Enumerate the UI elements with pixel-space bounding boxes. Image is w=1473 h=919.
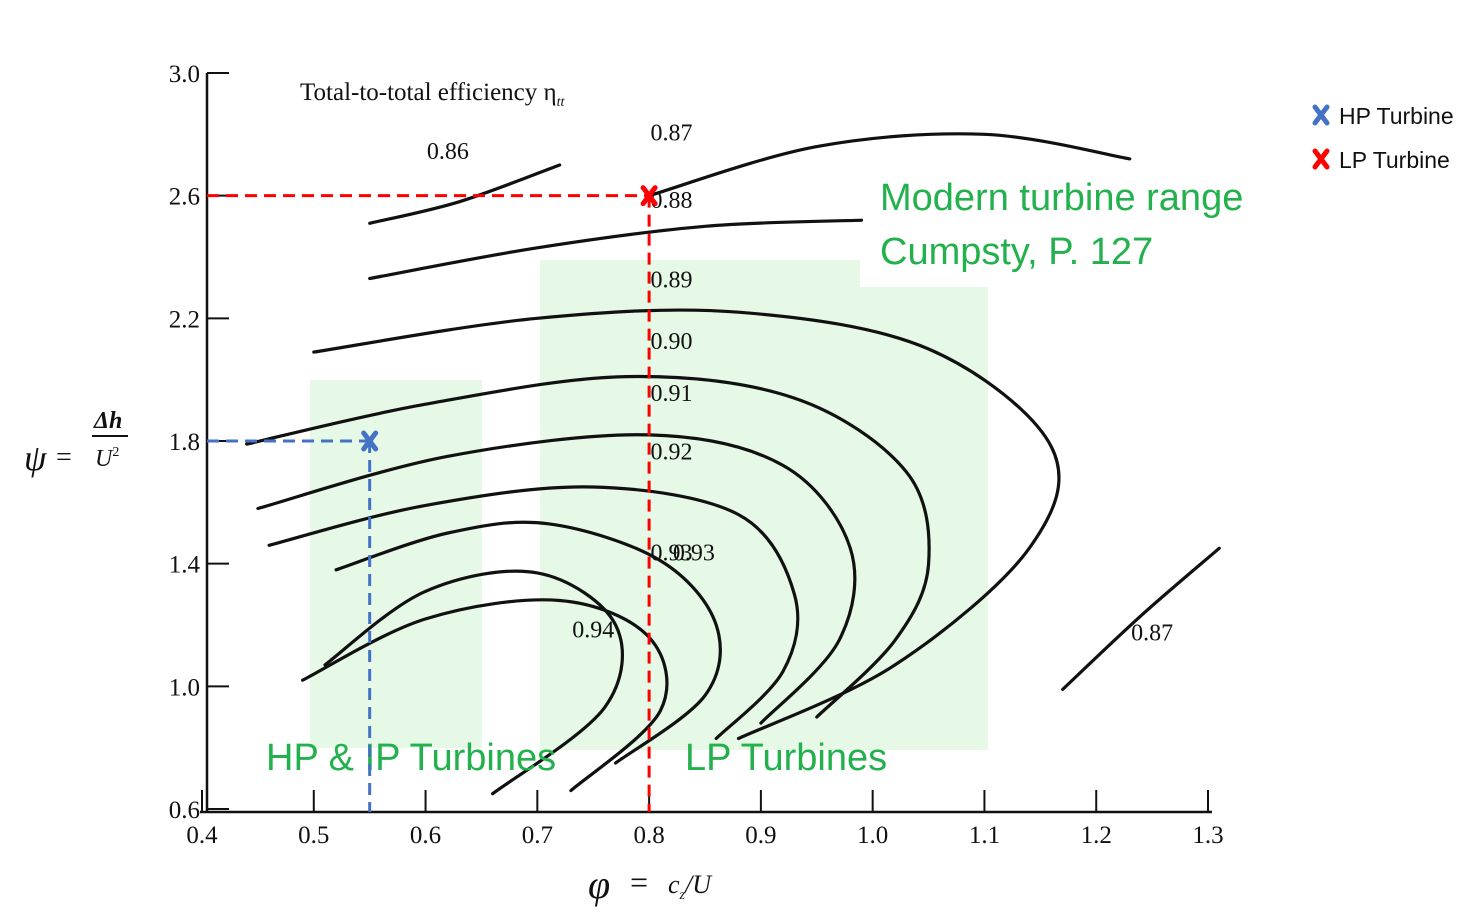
annotation-line-1: Modern turbine range [880, 177, 1243, 219]
legend: HP Turbine LP Turbine [1312, 103, 1454, 173]
contour-line [1061, 546, 1221, 691]
x-tick-label: 1.1 [969, 822, 1000, 849]
contour-line [267, 485, 800, 741]
hp-ip-region [310, 380, 482, 748]
y-ticks: 3.0 2.6 2.2 1.8 1.4 1.0 0.6 [169, 61, 229, 824]
y-label-denominator: U2 [95, 445, 119, 472]
contour-label: 0.86 [427, 139, 469, 165]
efficiency-contours [245, 132, 1221, 796]
design-point-guides [207, 194, 651, 812]
lp-marker-icon [1312, 148, 1330, 170]
x-tick-label: 1.2 [1081, 822, 1112, 849]
contour-labels: 0.86 0.87 0.88 0.89 0.90 0.91 0.92 0.93 0.94 0.93… [427, 120, 1173, 646]
y-tick-label: 1.0 [169, 674, 200, 701]
hp-marker-icon [1312, 104, 1330, 126]
x-label-eq: = [630, 864, 648, 900]
contour-line [245, 374, 931, 719]
contour-line [323, 569, 624, 796]
contour-line [301, 598, 669, 793]
contour-label: 0.93 [650, 541, 692, 567]
contour-label: 0.87 [1131, 620, 1173, 646]
contour-line [647, 132, 1132, 198]
chart-title: Total-to-total efficiency ηtt [300, 79, 565, 110]
x-tick-label: 1.0 [857, 822, 888, 849]
contour-line [312, 308, 1061, 741]
contour-line [256, 433, 857, 725]
turbine-regions [310, 260, 988, 750]
contour-label: 0.87 [650, 120, 692, 146]
hp-ip-region-label: HP & IP Turbines [266, 737, 556, 779]
legend-label-lp: LP Turbine [1339, 147, 1450, 173]
x-tick-label: 0.7 [522, 822, 553, 849]
y-label-numerator: Δh [93, 408, 122, 434]
contour-line [368, 218, 864, 281]
y-tick-label: 2.6 [169, 184, 200, 211]
y-tick-label: 1.8 [169, 429, 200, 456]
contour-label: 0.92 [650, 439, 692, 465]
y-tick-label: 1.4 [169, 552, 201, 579]
x-tick-label: 1.3 [1192, 822, 1223, 849]
contour-label: 0.90 [650, 329, 692, 355]
legend-item-lp: LP Turbine [1312, 147, 1450, 173]
x-tick-label: 0.5 [298, 822, 329, 849]
lp-region [540, 260, 988, 750]
contour-label: 0.89 [650, 268, 692, 294]
contour-label: 0.94 [572, 617, 614, 643]
y-axis-label: ψ = Δh U2 [24, 408, 128, 478]
design-point-marker [361, 430, 379, 452]
x-tick-label: 0.8 [633, 822, 664, 849]
contour-label: 0.91 [650, 381, 692, 407]
contour-line [368, 163, 562, 225]
y-tick-label: 3.0 [169, 61, 200, 88]
x-label-expr: cz/U [668, 870, 713, 903]
contour-label: 0.93 [673, 541, 715, 567]
legend-label-hp: HP Turbine [1339, 103, 1454, 129]
x-label-symbol: φ [588, 862, 610, 907]
chart-title-subscript: tt [557, 95, 566, 110]
x-tick-label: 0.6 [410, 822, 441, 849]
annotation-line-2: Cumpsty, P. 127 [880, 231, 1153, 273]
x-tick-label: 0.9 [745, 822, 776, 849]
x-ticks: 0.4 0.5 0.6 0.7 0.8 0.9 1.0 1.1 1.2 1.3 [186, 790, 1224, 849]
legend-item-hp: HP Turbine [1312, 103, 1454, 129]
design-point-marker [640, 185, 658, 207]
y-label-symbol: ψ [24, 438, 47, 478]
y-tick-label: 0.6 [169, 797, 200, 824]
y-tick-label: 2.2 [169, 306, 200, 333]
x-tick-label: 0.4 [186, 822, 218, 849]
contour-label: 0.88 [650, 188, 692, 214]
x-axis-label: φ = cz/U [588, 862, 713, 907]
y-label-eq: = [56, 442, 72, 473]
contour-line [334, 520, 722, 765]
design-point-markers [361, 185, 658, 452]
lp-region-label: LP Turbines [685, 737, 887, 779]
